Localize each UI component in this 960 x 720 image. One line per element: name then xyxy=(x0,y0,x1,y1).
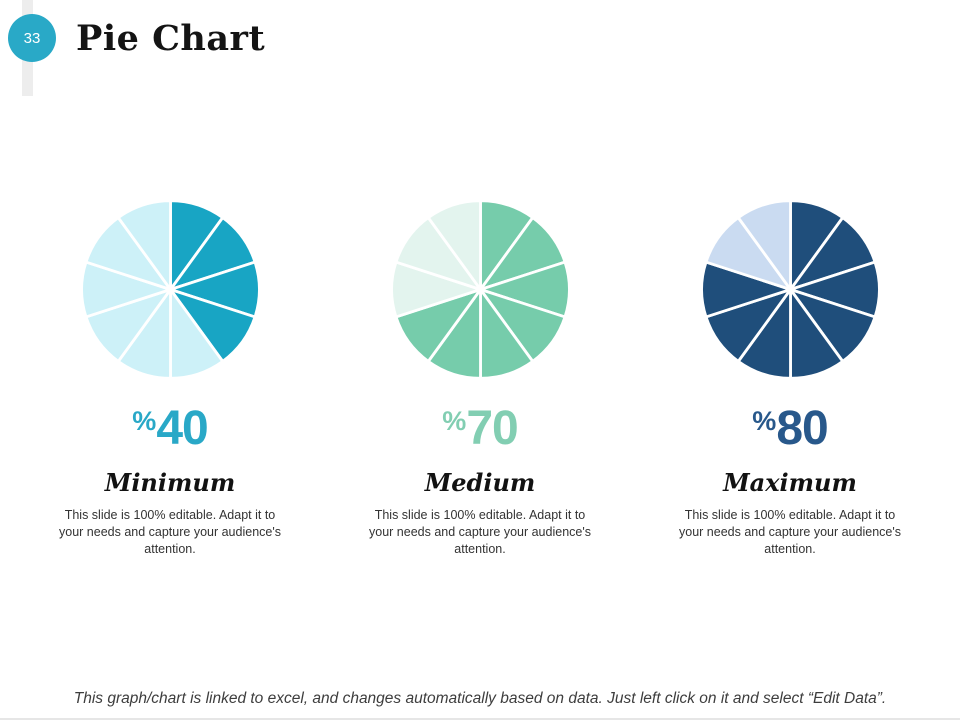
chart-name-label: Minimum xyxy=(104,468,236,497)
footer-note: This graph/chart is linked to excel, and… xyxy=(73,690,887,707)
slide-number: 33 xyxy=(23,29,41,47)
pie-chart-minimum[interactable] xyxy=(77,196,264,383)
percent-stat: % 70 xyxy=(442,402,518,455)
pie-chart-medium[interactable] xyxy=(387,196,574,383)
percent-sign: % xyxy=(132,406,157,436)
page-title: Pie Chart xyxy=(76,18,266,59)
chart-column-maximum: % 80 Maximum This slide is 100% editable… xyxy=(670,196,910,558)
chart-description: This slide is 100% editable. Adapt it to… xyxy=(59,508,281,556)
pie-slice xyxy=(116,199,172,291)
percent-stat: % 40 xyxy=(132,402,208,455)
percent-sign: % xyxy=(752,406,777,436)
percent-sign: % xyxy=(442,406,467,436)
slide-number-badge: 33 xyxy=(8,14,56,62)
chart-name-label: Maximum xyxy=(723,468,857,497)
charts-row: % 40 Minimum This slide is 100% editable… xyxy=(0,196,960,558)
chart-column-minimum: % 40 Minimum This slide is 100% editable… xyxy=(50,196,290,558)
pie-slice xyxy=(736,199,792,291)
percent-value: 80 xyxy=(776,402,828,455)
percent-stat: % 80 xyxy=(752,402,828,455)
chart-name-label: Medium xyxy=(424,468,536,497)
pie-chart-maximum[interactable] xyxy=(697,196,884,383)
pie-slice xyxy=(426,199,482,291)
chart-description: This slide is 100% editable. Adapt it to… xyxy=(679,508,901,556)
bottom-edge-line xyxy=(0,718,960,720)
percent-value: 70 xyxy=(466,402,518,455)
chart-column-medium: % 70 Medium This slide is 100% editable.… xyxy=(360,196,600,558)
chart-description: This slide is 100% editable. Adapt it to… xyxy=(369,508,591,556)
percent-value: 40 xyxy=(156,402,208,455)
